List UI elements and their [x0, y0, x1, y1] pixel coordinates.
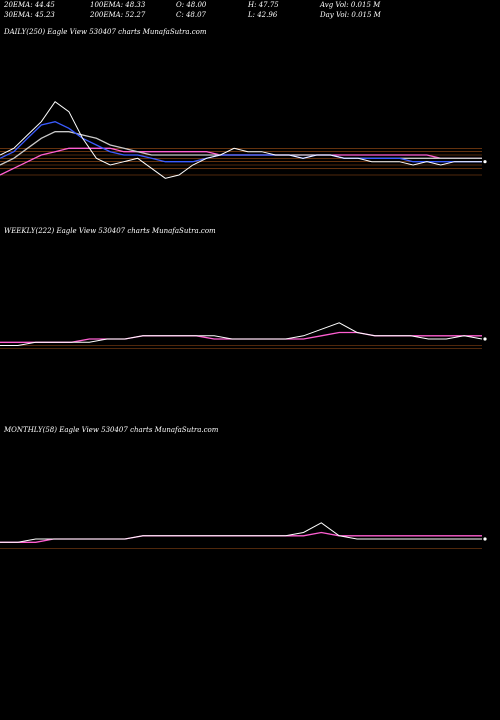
weekly-panel-title: WEEKLY(222) Eagle View 530407 charts Mun…: [4, 227, 216, 235]
ema30-stat: 30EMA: 45.23: [4, 10, 55, 19]
monthly-panel-title: MONTHLY(58) Eagle View 530407 charts Mun…: [4, 426, 219, 434]
daily-chart: [0, 100, 487, 179]
weekly-last-price-marker: [483, 337, 487, 341]
ema200-stat: 200EMA: 52.27: [90, 10, 146, 19]
open-stat: O: 48.00: [176, 1, 207, 9]
daily-series-line: [0, 121, 482, 163]
day-vol-stat: Day Vol: 0.015 M: [320, 10, 381, 19]
ema20-stat: 20EMA: 44.45: [4, 1, 55, 9]
ema100-stat: 100EMA: 48.33: [90, 1, 146, 9]
weekly-series-line: [0, 331, 482, 343]
avg-vol-stat: Avg Vol: 0.015 M: [320, 1, 381, 9]
monthly-series-line: [0, 531, 482, 543]
daily-last-price-marker: [483, 160, 487, 164]
daily-series-line: [0, 100, 482, 179]
weekly-chart: [0, 322, 487, 350]
close-stat: C: 48.07: [176, 10, 206, 19]
weekly-series-line: [0, 322, 483, 346]
low-stat: L: 42.96: [248, 10, 278, 19]
monthly-chart: [0, 522, 487, 550]
monthly-series-line: [0, 522, 482, 543]
high-stat: H: 47.75: [248, 1, 279, 9]
daily-panel-title: DAILY(250) Eagle View 530407 charts Muna…: [4, 28, 207, 36]
monthly-last-price-marker: [483, 537, 487, 541]
